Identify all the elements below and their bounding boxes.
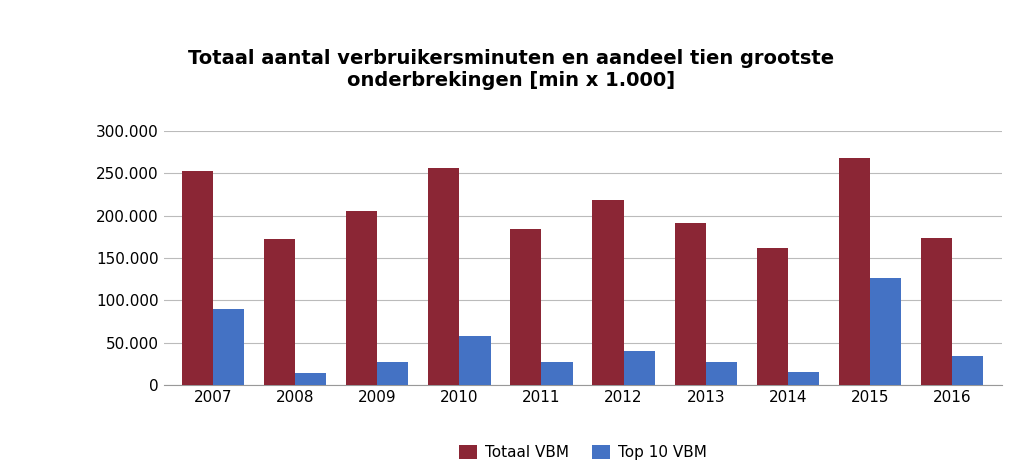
Bar: [706, 362, 737, 385]
Legend: Totaal VBM, Top 10 VBM: Totaal VBM, Top 10 VBM: [453, 439, 712, 466]
Bar: [542, 362, 572, 385]
Bar: [182, 171, 213, 385]
Bar: [377, 362, 409, 385]
Bar: [510, 229, 542, 385]
Bar: [953, 355, 983, 385]
Bar: [459, 336, 491, 385]
Bar: [295, 373, 326, 385]
Bar: [870, 277, 901, 385]
Bar: [428, 168, 459, 385]
Bar: [756, 248, 788, 385]
Bar: [623, 351, 655, 385]
Bar: [921, 238, 953, 385]
Text: Totaal aantal verbruikersminuten en aandeel tien grootste
onderbrekingen [min x : Totaal aantal verbruikersminuten en aand…: [188, 49, 834, 90]
Bar: [264, 240, 295, 385]
Bar: [675, 223, 706, 385]
Bar: [345, 211, 377, 385]
Bar: [593, 200, 623, 385]
Bar: [839, 158, 870, 385]
Bar: [788, 372, 820, 385]
Bar: [213, 309, 244, 385]
